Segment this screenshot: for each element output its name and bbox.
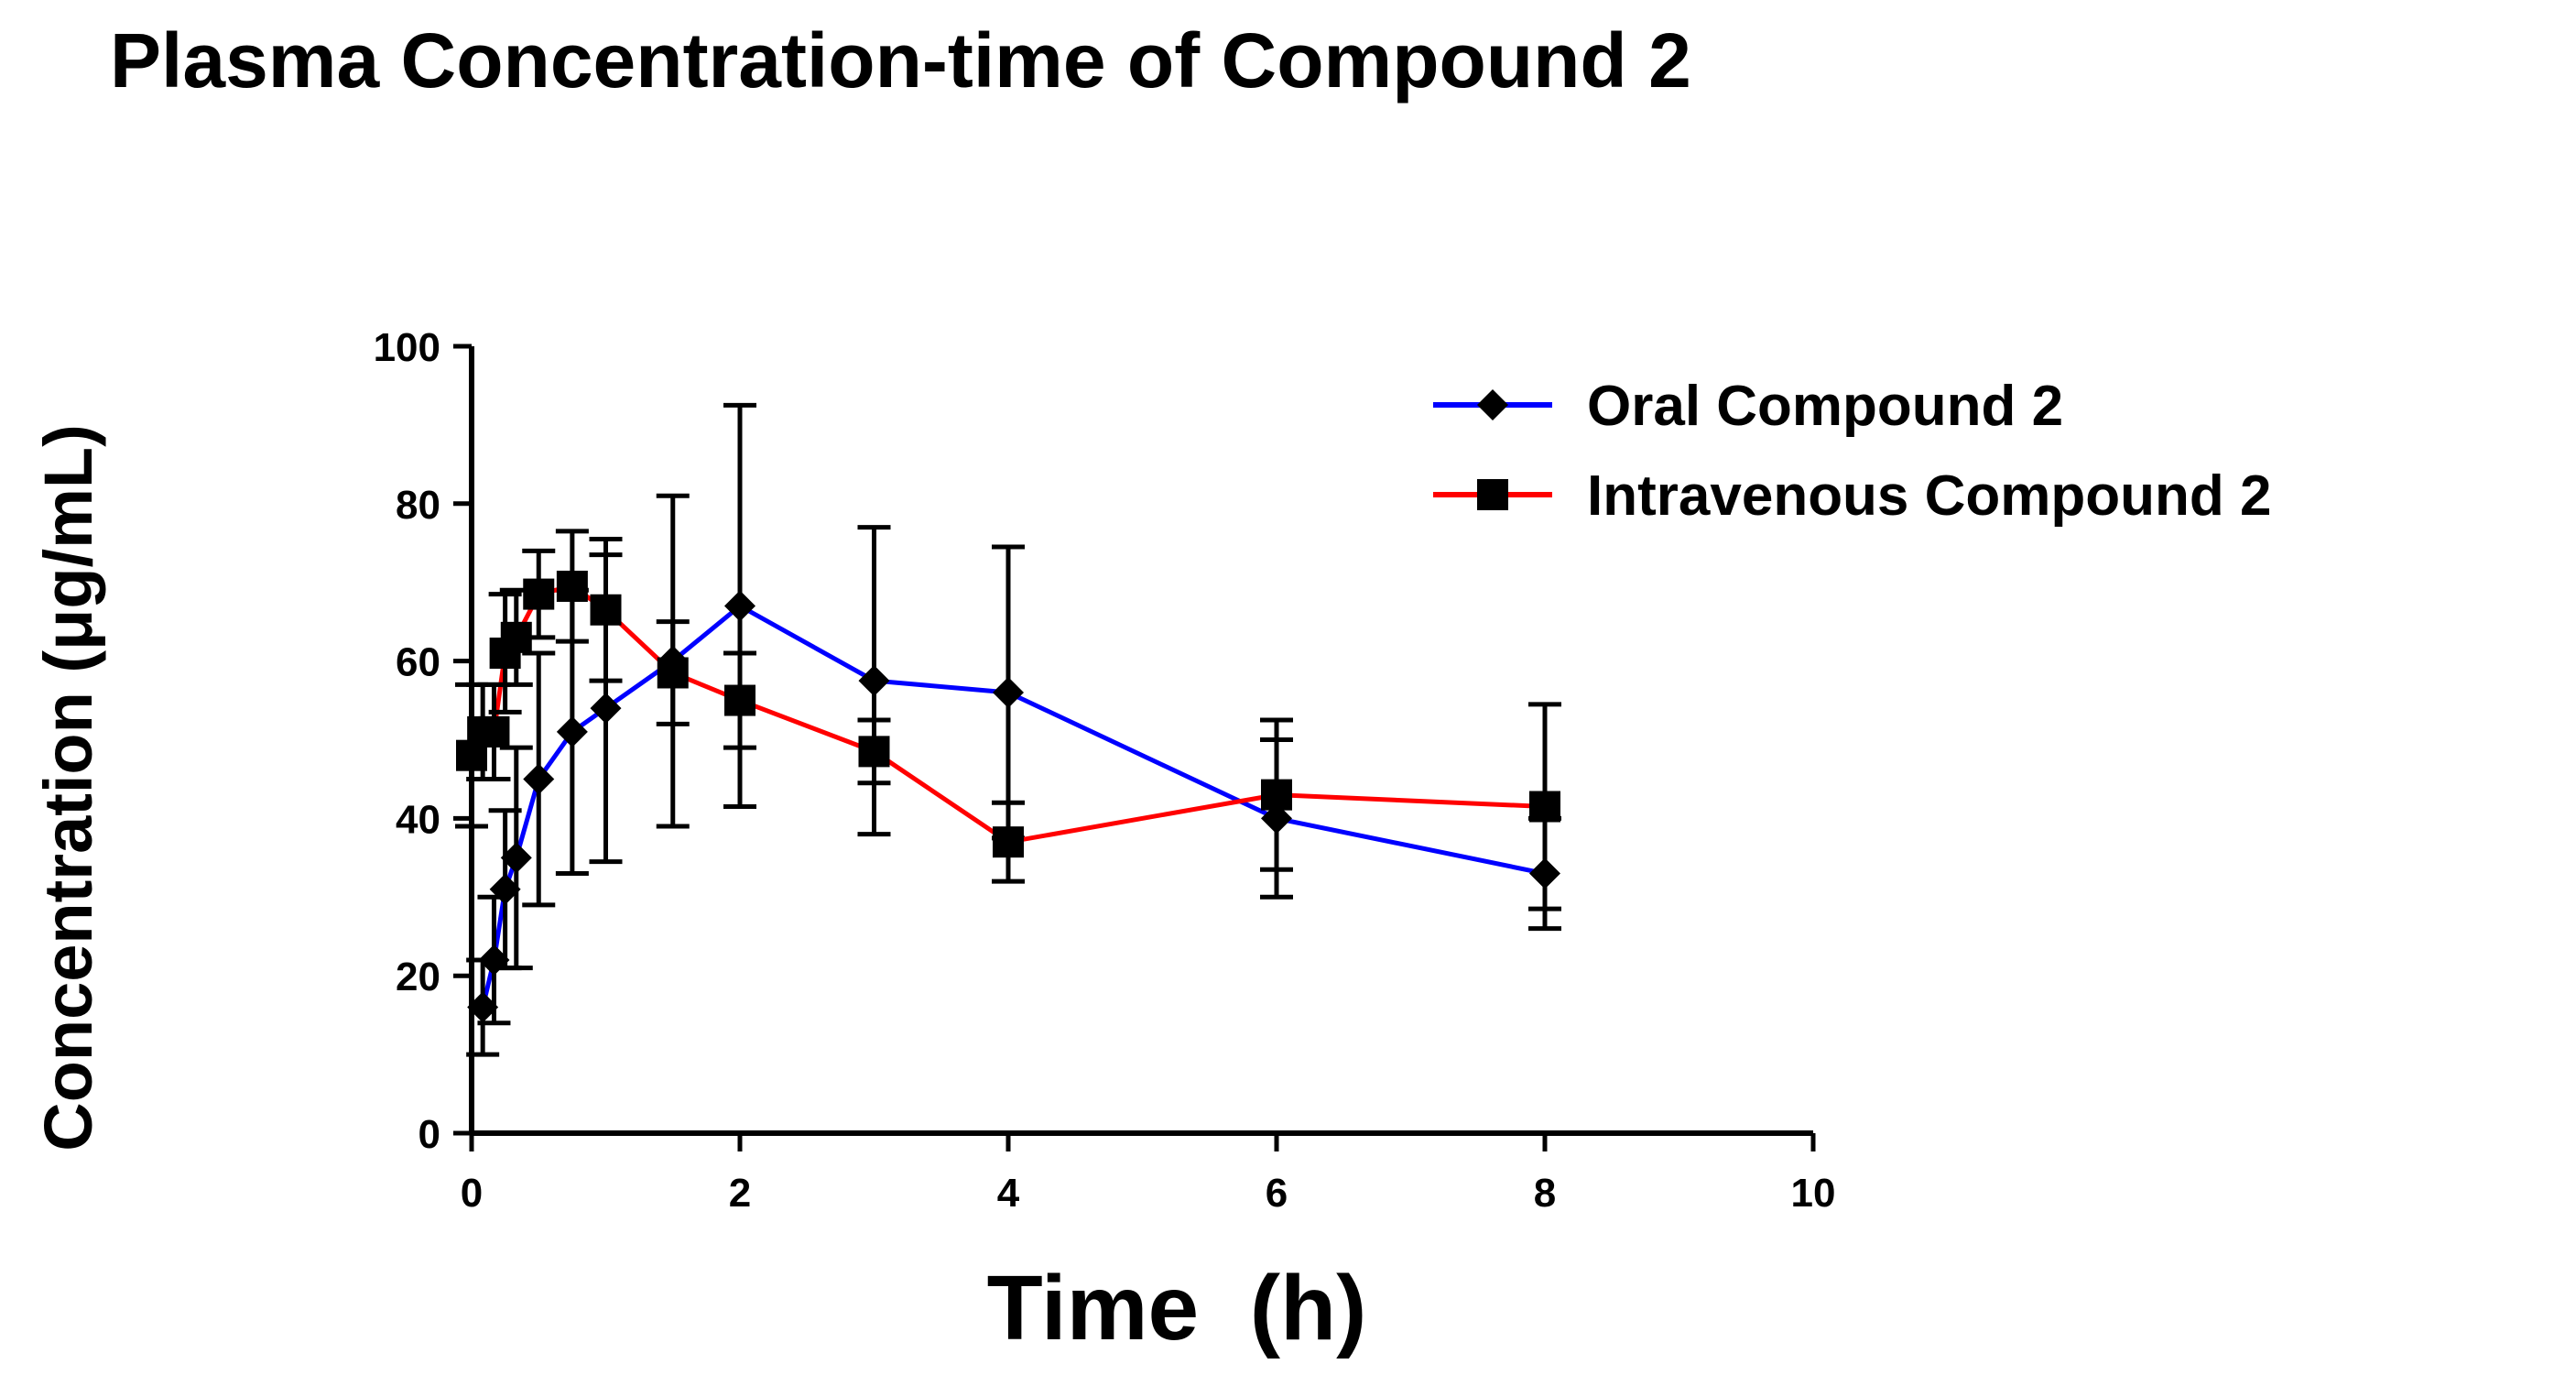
data-point <box>993 826 1024 858</box>
data-point <box>858 665 890 697</box>
legend-marker <box>1477 479 1508 510</box>
x-tick-label: 10 <box>1791 1171 1836 1216</box>
chart-title: Plasma Concentration-time of Compound 2 <box>110 17 1691 104</box>
series-layer <box>455 402 1561 1057</box>
data-point <box>590 693 622 725</box>
data-point <box>500 621 532 653</box>
data-point <box>500 842 532 874</box>
y-tick-label: 0 <box>418 1112 440 1157</box>
data-point <box>590 594 622 626</box>
x-tick-label: 4 <box>997 1171 1020 1216</box>
legend-item-oral: Oral Compound 2 <box>1433 375 2063 438</box>
axes: 0 20 40 60 80 100 0 2 4 6 8 10 <box>374 325 1836 1216</box>
x-tick-label: 6 <box>1266 1171 1288 1216</box>
x-axis-title: Time (h) <box>987 1257 1367 1359</box>
legend-marker <box>1477 389 1508 420</box>
data-point <box>489 873 521 905</box>
y-tick-label: 40 <box>396 797 440 842</box>
data-point <box>478 944 510 977</box>
data-point <box>556 715 588 748</box>
data-point <box>993 676 1024 708</box>
series-intravenous <box>455 529 1561 911</box>
data-point <box>724 684 755 716</box>
data-point <box>523 578 555 610</box>
data-point <box>657 657 689 689</box>
y-tick-label: 80 <box>396 483 440 528</box>
legend-label: Intravenous Compound 2 <box>1587 464 2271 528</box>
x-tick-label: 2 <box>729 1171 751 1216</box>
data-point <box>556 570 588 602</box>
legend-item-intravenous: Intravenous Compound 2 <box>1433 464 2271 528</box>
data-point <box>478 715 510 748</box>
data-point <box>1261 779 1292 811</box>
series-line <box>480 603 1546 1009</box>
y-tick-label: 60 <box>396 640 440 685</box>
x-tick-label: 0 <box>461 1171 483 1216</box>
y-tick-label: 100 <box>374 325 440 370</box>
data-point <box>858 736 890 768</box>
legend: Oral Compound 2 Intravenous Compound 2 <box>1433 375 2271 528</box>
data-point <box>724 590 755 622</box>
data-point <box>467 991 499 1023</box>
legend-label: Oral Compound 2 <box>1587 375 2063 438</box>
data-point <box>1529 791 1560 823</box>
series-oral <box>466 402 1561 1057</box>
data-point <box>523 763 555 795</box>
x-tick-label: 8 <box>1534 1171 1556 1216</box>
y-axis-title: Concentration (μg/mL) <box>30 424 106 1151</box>
y-tick-label: 20 <box>396 955 440 999</box>
